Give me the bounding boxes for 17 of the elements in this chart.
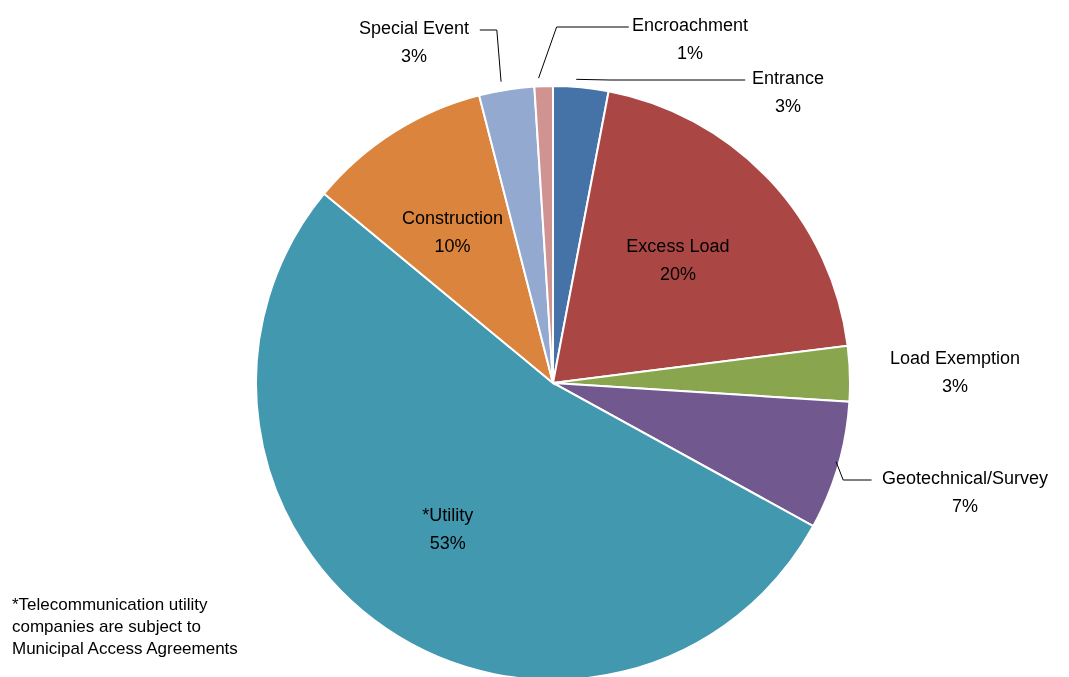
data-label: 53%	[429, 533, 466, 554]
text: *Telecommunication utility companies are subject to Municipal Access Agreements	[12, 594, 239, 660]
data-label: 20%	[659, 264, 696, 285]
slice-label: Geotechnical/Survey	[881, 468, 1049, 488]
data-label: 1%	[676, 43, 704, 63]
slice-label: *Utility	[422, 505, 474, 526]
data-label: 3%	[774, 96, 802, 116]
data-label: 3%	[400, 46, 428, 66]
data-label: 7%	[951, 496, 979, 516]
slice-label: Load Exemption	[889, 348, 1021, 368]
slice-label: Entrance	[751, 68, 825, 88]
slice-label: Construction	[401, 207, 504, 228]
data-label: 3%	[941, 376, 969, 396]
slice-label: Encroachment	[631, 15, 749, 35]
data-label: 10%	[434, 235, 471, 256]
slice-label: Special Event	[358, 18, 470, 38]
slice-label: Excess Load	[626, 236, 730, 257]
